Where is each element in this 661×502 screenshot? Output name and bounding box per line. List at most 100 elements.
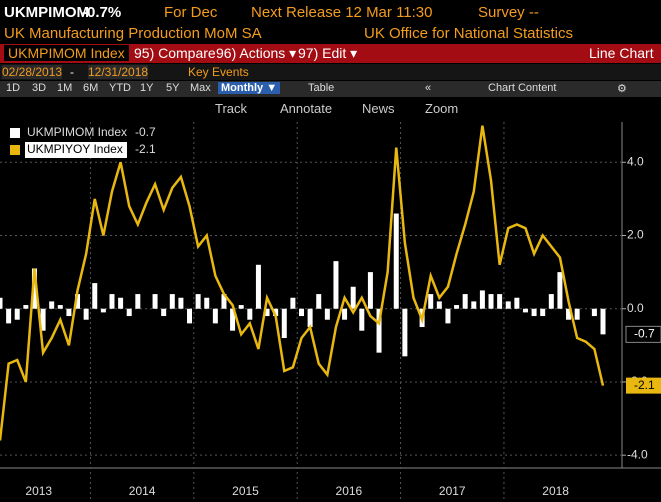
x-year-label: 2016: [336, 484, 363, 498]
bar: [505, 301, 511, 309]
actions[interactable]: 96) Actions ▾: [216, 45, 297, 61]
bar: [574, 308, 580, 320]
bar: [307, 308, 313, 328]
collapse[interactable]: «: [425, 82, 432, 94]
bar: [402, 308, 408, 357]
compare[interactable]: 95) Compare: [134, 45, 216, 61]
bar: [393, 213, 399, 309]
range[interactable]: 5Y: [166, 82, 180, 94]
bar: [49, 301, 55, 309]
chart-content[interactable]: Chart Content: [488, 82, 557, 94]
bar: [342, 308, 348, 320]
bar: [316, 294, 322, 309]
bar: [436, 301, 442, 309]
bar: [488, 294, 494, 309]
bar: [497, 294, 503, 309]
x-year-label: 2015: [232, 484, 259, 498]
tool[interactable]: Zoom: [425, 101, 459, 116]
legend-label: UKMPIMOM Index: [27, 125, 127, 139]
bar: [600, 308, 606, 335]
range[interactable]: YTD: [109, 82, 131, 94]
bar: [75, 294, 81, 309]
range[interactable]: Max: [190, 82, 211, 94]
range[interactable]: 1Y: [140, 82, 154, 94]
bar: [273, 308, 279, 317]
bar: [40, 308, 46, 331]
legend-title: Last Price: [26, 122, 80, 124]
change: -0.7%: [82, 4, 122, 21]
bar: [591, 308, 597, 317]
tool[interactable]: Annotate: [280, 101, 333, 116]
description: UK Manufacturing Production MoM SA: [4, 25, 262, 42]
end-date[interactable]: 12/31/2018: [88, 65, 149, 79]
bar: [195, 294, 201, 309]
start-date[interactable]: 02/28/2013: [2, 65, 63, 79]
legend-highlight: [25, 142, 127, 158]
range[interactable]: 1M: [57, 82, 73, 94]
bar: [83, 308, 89, 320]
bar: [281, 308, 287, 339]
command-bar: [0, 44, 661, 63]
bar: [522, 308, 528, 313]
line: [0, 125, 605, 441]
frequency[interactable]: Monthly ▼: [218, 82, 281, 94]
bar: [204, 297, 210, 309]
source: UK Office for National Statistics: [364, 25, 573, 42]
bar: [247, 308, 253, 320]
bar: [212, 308, 218, 324]
plot-area: [0, 122, 622, 468]
key-events[interactable]: Key Events: [188, 65, 249, 79]
range[interactable]: 6M: [83, 82, 99, 94]
bar: [221, 294, 227, 309]
tool[interactable]: Track: [215, 101, 248, 116]
last-value-box: [625, 325, 661, 343]
bar: [152, 294, 158, 309]
bar: [367, 272, 373, 309]
bar: [109, 294, 115, 309]
bar: [333, 261, 339, 309]
y-tick-label: -4.0: [627, 447, 648, 461]
bar: [566, 308, 572, 320]
bar: [540, 308, 546, 317]
bar: [324, 308, 330, 320]
edit[interactable]: 97) Edit ▾: [298, 45, 358, 61]
bar: [255, 264, 261, 309]
bar: [238, 305, 244, 309]
view[interactable]: Line Chart: [589, 45, 654, 61]
settings[interactable]: ⚙: [617, 83, 627, 95]
bar: [0, 297, 3, 309]
bar: [230, 308, 236, 331]
date-bar: [0, 64, 661, 80]
bar: [445, 308, 451, 324]
last-value-box: [626, 377, 661, 394]
legend-value: -0.7: [135, 125, 156, 139]
bar: [66, 308, 72, 317]
security[interactable]: UKMPIMOM Index: [4, 45, 129, 61]
legend-value: -2.1: [135, 142, 156, 156]
bar: [376, 308, 382, 353]
bar: [161, 308, 167, 317]
y-tick-label: 2.0: [627, 228, 644, 242]
bar: [57, 305, 63, 309]
tool[interactable]: News: [362, 101, 395, 116]
bar: [92, 283, 98, 309]
bar: [514, 297, 520, 309]
legend-swatch: [10, 128, 20, 138]
bar: [471, 301, 477, 309]
period: For Dec: [164, 4, 218, 21]
legend-swatch: [10, 145, 20, 155]
x-year-label: 2014: [129, 484, 156, 498]
range-bar: [0, 81, 661, 97]
bar: [14, 308, 20, 320]
range[interactable]: 1D: [6, 82, 21, 94]
bar: [557, 272, 563, 309]
range[interactable]: 3D: [32, 82, 47, 94]
bar: [350, 286, 356, 309]
last-value: -0.7: [634, 327, 655, 341]
ticker: UKMPIMOM: [4, 4, 89, 21]
bar: [187, 308, 193, 324]
chart: -4.0-2.00.02.04.020132014201520162017201…: [0, 122, 661, 502]
table[interactable]: Table: [308, 82, 335, 94]
last-value: -2.1: [634, 378, 655, 392]
bar: [531, 308, 537, 317]
